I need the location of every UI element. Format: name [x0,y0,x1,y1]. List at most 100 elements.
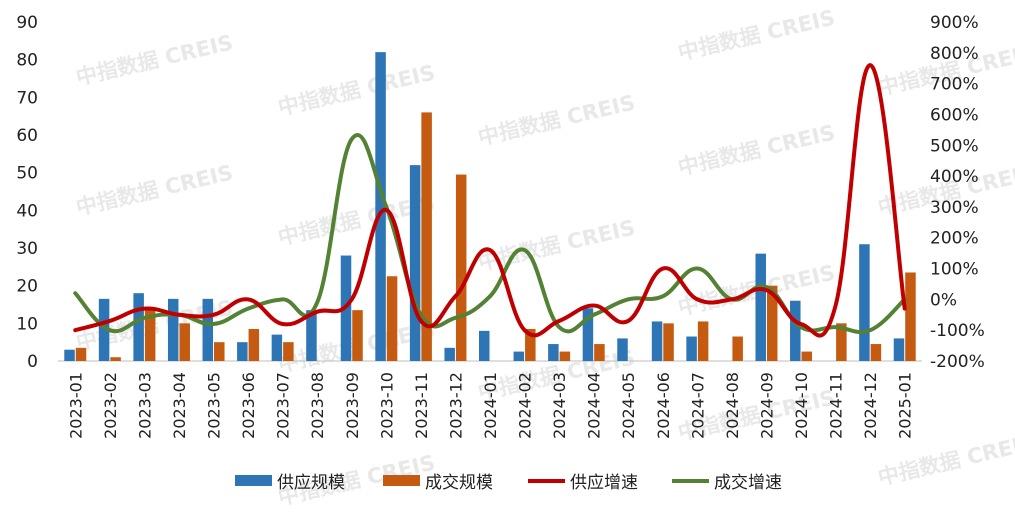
transaction-bar [144,310,156,361]
x-axis-tick-label: 2023-02 [101,372,120,439]
x-axis-tick-label: 2023-01 [66,372,85,439]
x-axis-tick-label: 2024-06 [654,372,673,439]
x-axis-tick-label: 2023-06 [239,372,258,439]
supply-bar [133,293,144,361]
right-axis-tick-label: 200% [930,229,979,249]
transaction-growth-line [73,133,907,335]
watermark-text: 中指数据 CREIS [476,90,637,149]
x-axis-tick-label: 2023-08 [308,372,327,439]
supply-bar [617,338,628,361]
transaction-bar [110,357,121,361]
transaction-bar [663,323,674,361]
right-axis-tick-label: 600% [930,105,979,125]
transaction-bar [732,336,743,361]
x-axis-tick-label: 2024-10 [792,372,811,439]
x-axis-tick-label: 2024-02 [516,372,535,439]
transaction-bar [801,351,813,361]
watermark-text: 中指数据 CREIS [676,120,837,179]
supply-bar [755,253,766,361]
supply-bar [375,52,386,362]
x-axis-tick-label: 2023-07 [274,372,293,439]
x-axis-tick-label: 2023-09 [343,372,362,439]
right-axis-tick-label: 300% [930,198,979,218]
lines [73,63,907,338]
x-axis-tick-label: 2024-03 [550,372,569,439]
supply-bar [651,321,663,361]
transaction-bar [421,112,432,362]
right-axis-tick-label: 0% [930,290,957,310]
legend-label: 成交增速 [714,473,782,493]
supply-bar [306,310,317,361]
transaction-bar [525,328,536,361]
x-axis-tick-label: 2024-11 [827,372,846,439]
x-axis-ticks: 2023-01 2023-02 2023-03 2023-04 2023-05 2023-… [66,372,914,439]
right-axis-ticks: -200% -100% 0% 100% 200% 300% 400% 500% 600% 700%… [930,13,985,372]
supply-bar [167,298,179,361]
transaction-bar [559,351,571,361]
transaction-bar [836,323,847,361]
supply-bar [98,298,110,361]
left-axis-tick-label: 0 [27,352,38,372]
supply-bar [202,298,214,361]
x-axis-tick-label: 2023-12 [446,372,465,439]
left-axis-tick-label: 10 [16,314,38,334]
supply-bar [237,342,248,361]
watermark-text: 中指数据 CREIS [676,5,837,64]
x-axis-tick-label: 2024-08 [723,372,742,439]
left-axis-tick-label: 40 [16,201,38,221]
transaction-bar [697,321,709,361]
transaction-bar [352,310,363,361]
supply-bar [513,351,525,361]
transaction-bar [455,174,467,361]
left-axis-ticks: 0 10 20 30 40 50 60 70 80 90 [16,13,38,372]
x-axis-tick-label: 2024-07 [688,372,707,439]
watermark-text: 中指数据 CREIS [74,160,235,219]
left-axis-tick-label: 70 [16,88,38,108]
supply-bar [271,334,283,361]
left-axis-tick-label: 30 [16,239,38,259]
x-axis-tick-label: 2024-01 [481,372,500,439]
transaction-bar [283,342,294,361]
supply-bar [64,349,75,361]
right-axis-tick-label: -100% [930,321,985,341]
supply-bar [548,344,559,361]
transaction-bar [766,285,778,361]
right-axis-tick-label: -200% [930,352,985,372]
legend-swatch [235,475,272,486]
left-axis-tick-label: 20 [16,277,38,297]
x-axis-tick-label: 2023-04 [170,372,189,439]
x-axis-tick-label: 2025-01 [896,372,915,439]
x-axis-tick-label: 2024-04 [585,372,604,439]
x-axis-tick-label: 2023-10 [377,372,396,439]
supply-bar [582,308,594,361]
watermark-text: 中指数据 CREIS [74,30,235,89]
transaction-bar [75,347,87,361]
x-axis-tick-label: 2024-09 [757,372,776,439]
bars [64,52,916,362]
legend-label: 供应规模 [277,473,345,493]
right-axis-tick-label: 500% [930,136,979,156]
left-axis-tick-label: 80 [16,51,38,71]
supply-growth-line [73,63,907,338]
x-axis-tick-label: 2024-12 [861,372,880,439]
supply-bar [686,336,697,361]
x-axis-tick-label: 2023-05 [205,372,224,439]
right-axis-tick-label: 700% [930,75,979,95]
left-axis-tick-label: 60 [16,126,38,146]
x-axis-tick-label: 2023-03 [135,372,154,439]
x-axis-tick-label: 2024-05 [619,372,638,439]
left-axis-tick-label: 90 [16,13,38,33]
right-axis-tick-label: 900% [930,13,979,33]
right-axis-tick-label: 100% [930,260,979,280]
legend-label: 供应增速 [570,473,638,493]
supply-bar [790,300,801,361]
supply-bar [859,244,870,361]
right-axis-tick-label: 800% [930,44,979,64]
legend-swatch [383,475,420,486]
supply-bar [409,165,421,361]
supply-bar [893,338,905,361]
supply-bar [479,330,490,361]
transaction-bar [594,344,605,361]
transaction-bar [248,328,260,361]
